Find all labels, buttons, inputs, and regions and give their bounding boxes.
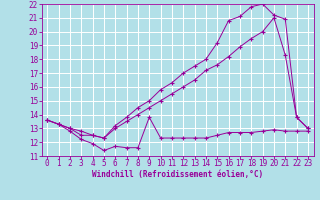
X-axis label: Windchill (Refroidissement éolien,°C): Windchill (Refroidissement éolien,°C) xyxy=(92,170,263,179)
